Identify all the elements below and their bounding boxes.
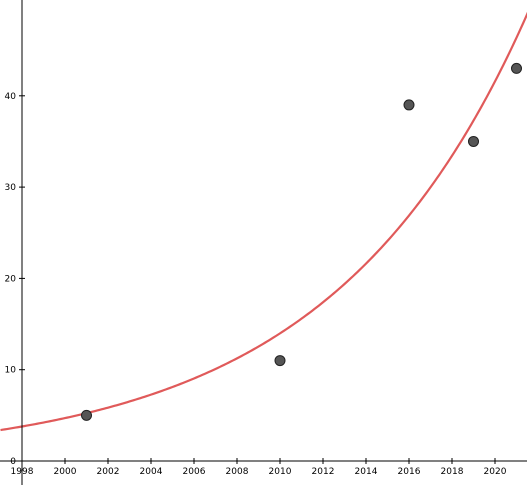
x-tick-label: 2006 [183,467,206,477]
data-point [274,355,286,367]
data-point [468,135,479,147]
data-point [403,99,415,111]
x-tick-label: 2002 [97,467,120,477]
fit-curve-layer [0,11,527,432]
data-point [511,62,522,74]
x-tick-label: 1998 [11,467,34,477]
data-points [81,62,522,421]
x-tick-label: 2014 [355,467,378,477]
y-tick-label: 30 [5,183,17,193]
x-tick-label: 2016 [398,467,421,477]
y-tick-label: 40 [5,92,17,102]
fit-curve-line [0,11,527,432]
x-tick-label: 2000 [54,467,77,477]
x-tick-label: 2012 [312,467,335,477]
x-tick-label: 2018 [441,467,464,477]
x-tick-label: 2010 [269,467,292,477]
x-tick-label: 2008 [226,467,249,477]
y-tick-label: 10 [5,366,17,376]
x-tick-label: 2020 [484,467,507,477]
y-tick-label: 0 [10,457,16,467]
y-tick-label: 20 [5,274,17,284]
data-point [81,409,92,421]
x-tick-label: 2004 [140,467,163,477]
